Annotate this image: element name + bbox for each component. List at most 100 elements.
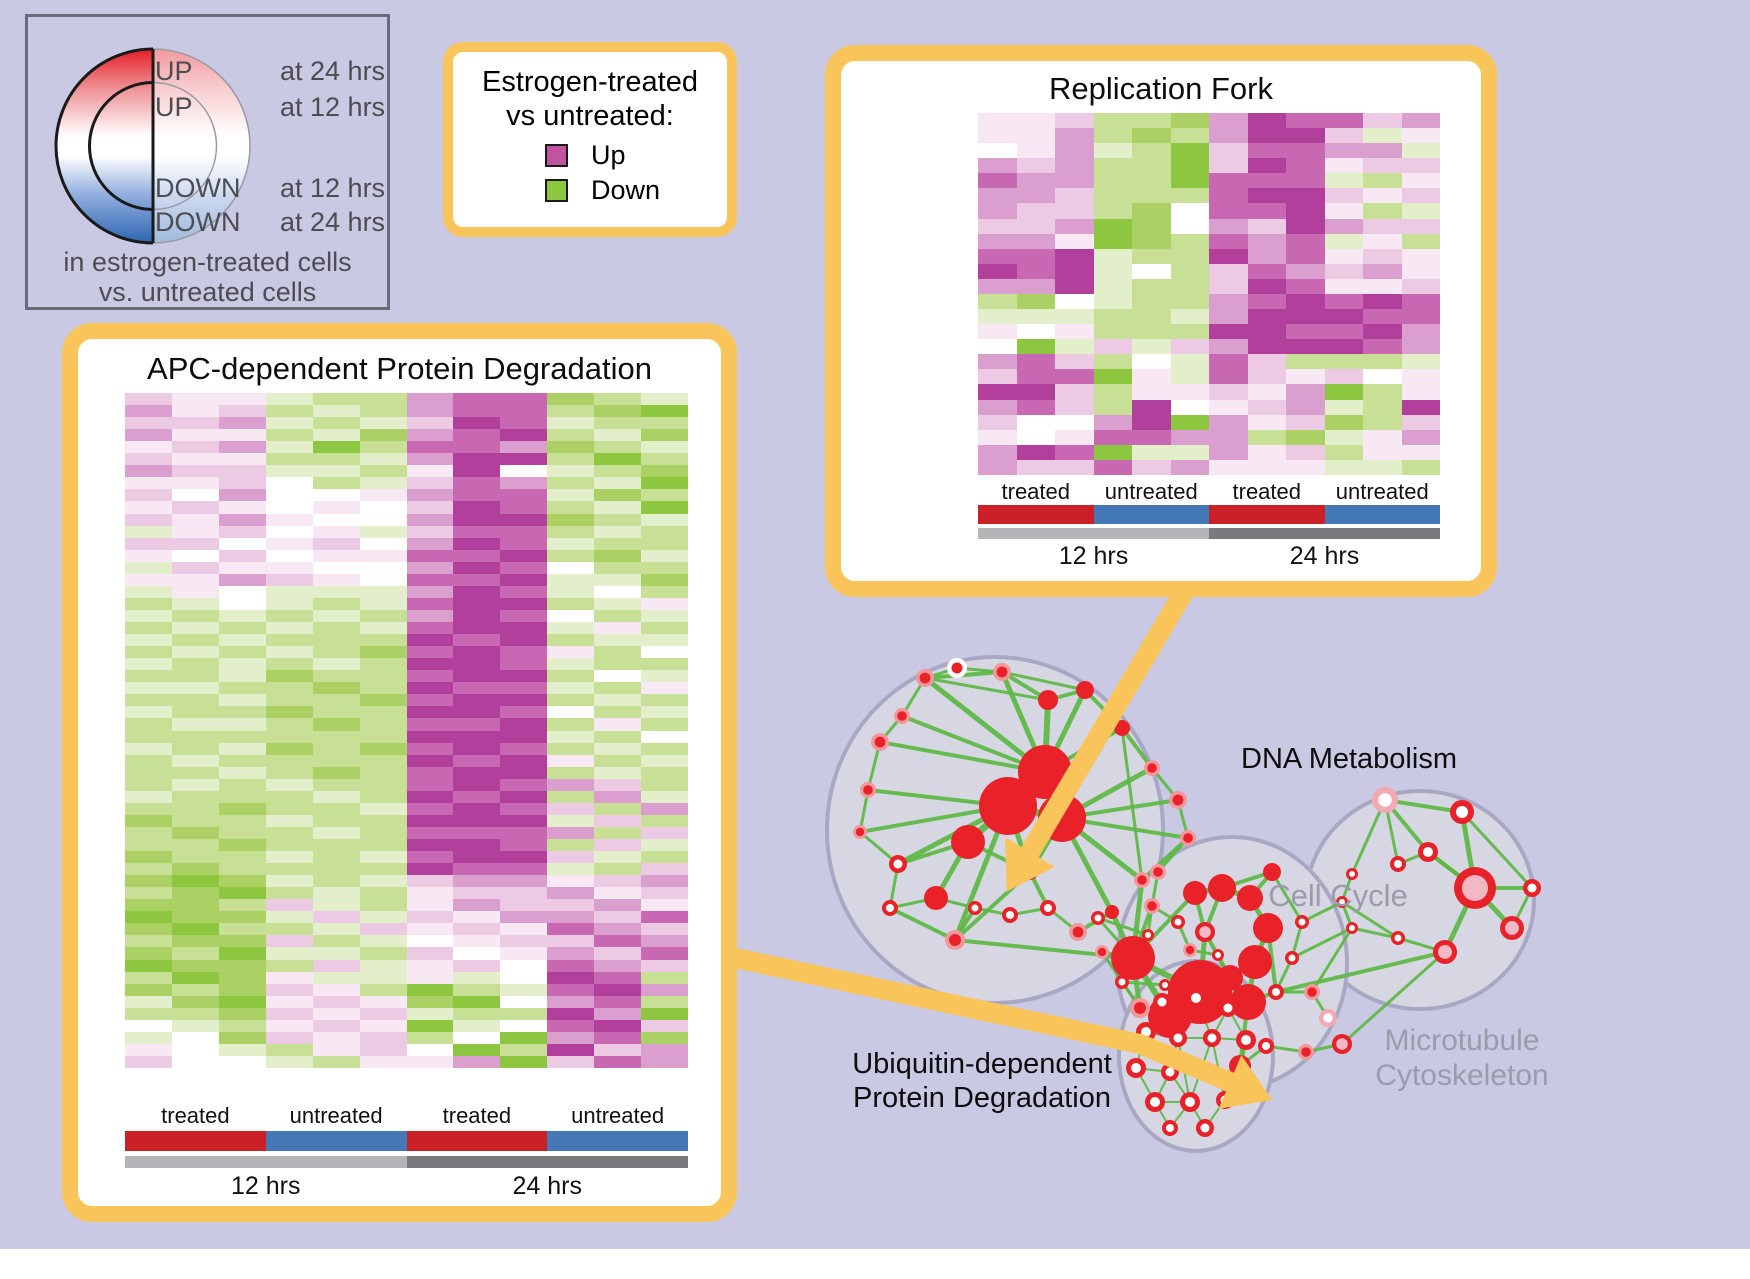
- heatmap-cell: [125, 441, 172, 454]
- heatmap-cell: [500, 851, 548, 864]
- heatmap-cell: [406, 887, 454, 900]
- heatmap-cell: [1209, 278, 1248, 294]
- network-edge: [1169, 1101, 1191, 1129]
- heatmap-cell: [171, 935, 219, 948]
- network-node-u8: [1165, 1067, 1175, 1077]
- heatmap-cell: [1209, 173, 1248, 189]
- network-node-m6: [1349, 925, 1355, 931]
- heatmap-cell: [1324, 309, 1363, 325]
- heatmap-cell: [594, 441, 642, 454]
- heatmap-cell: [594, 766, 642, 779]
- heatmap-cell: [1401, 429, 1440, 445]
- heatmap-cell: [1324, 143, 1363, 159]
- heatmap-cell: [547, 863, 595, 876]
- heatmap-cell: [641, 670, 688, 683]
- network-edge: [924, 676, 1049, 702]
- heatmap-cell: [359, 863, 407, 876]
- heatmap-cell: [125, 489, 172, 502]
- network-node-d17: [853, 825, 867, 839]
- heatmap-cell: [171, 393, 219, 406]
- network-node-u6: [1241, 1035, 1251, 1045]
- network-node-u7: [1126, 1058, 1146, 1078]
- heatmap-cell: [547, 983, 595, 996]
- heatmap-cell: [594, 573, 642, 586]
- heatmap-cell: [1016, 263, 1055, 279]
- heatmap-cell: [1363, 399, 1402, 415]
- heatmap-cell: [641, 1031, 688, 1044]
- heatmap-cell: [171, 1055, 219, 1068]
- heatmap-cell: [218, 622, 266, 635]
- heatmap-cell: [500, 501, 548, 514]
- heatmap-cell: [359, 826, 407, 839]
- heatmap-cell: [1093, 369, 1132, 385]
- network-node-d25: [1026, 868, 1034, 876]
- network-edge: [1007, 802, 1063, 822]
- heatmap-cell: [125, 670, 172, 683]
- heatmap-cell: [978, 173, 1017, 189]
- heatmap-cell: [1093, 459, 1132, 475]
- network-edge: [1001, 670, 1086, 692]
- heatmap-cell: [1286, 414, 1325, 430]
- heatmap-cell: [359, 622, 407, 635]
- updown-donut-icon: [54, 47, 251, 245]
- heatmap-cell: [1055, 248, 1094, 264]
- heatmap-cell: [641, 778, 688, 791]
- heatmap-cell: [406, 911, 454, 924]
- heatmap-cell: [1324, 113, 1363, 129]
- network-edge: [924, 670, 1003, 680]
- network-edge: [1169, 1037, 1179, 1073]
- heatmap-cell: [312, 429, 360, 442]
- network-edge: [1291, 926, 1353, 960]
- heatmap-cell: [500, 959, 548, 972]
- heatmap-cell: [453, 1007, 501, 1020]
- heatmap-cell: [594, 549, 642, 562]
- heatmap-cell: [547, 875, 595, 888]
- heatmap-cell: [171, 923, 219, 936]
- heatmap-cell: [594, 501, 642, 514]
- heatmap-cell: [218, 1031, 266, 1044]
- network-edge: [1121, 980, 1166, 987]
- heatmap-cell: [641, 814, 688, 827]
- heatmap-cell: [312, 453, 360, 466]
- heatmap-cell: [1093, 444, 1132, 460]
- heatmap-cell: [453, 983, 501, 996]
- dna-metabolism-label: DNA Metabolism: [1241, 743, 1457, 775]
- heatmap-cell: [218, 597, 266, 610]
- heatmap-cell: [359, 838, 407, 852]
- network-edge: [1195, 997, 1229, 1009]
- heatmap-cell: [265, 513, 313, 526]
- heatmap-cell: [594, 718, 642, 731]
- network-edge: [1000, 670, 1050, 702]
- heatmap-cell: [265, 778, 313, 791]
- heatmap-cell: [453, 682, 501, 695]
- heatmap-cell: [594, 971, 642, 984]
- network-edge: [1076, 910, 1114, 934]
- network-edge: [1156, 837, 1190, 873]
- network-edge: [1176, 921, 1192, 951]
- heatmap-cell: [594, 453, 642, 466]
- network-node-c17: [1134, 1002, 1146, 1014]
- heatmap-cell: [265, 766, 313, 779]
- heatmap-cell: [1324, 248, 1363, 264]
- heatmap-cell: [547, 947, 595, 960]
- heatmap-cell: [1209, 233, 1248, 249]
- heatmap-cell: [1132, 263, 1171, 279]
- heatmap-cell: [218, 730, 266, 743]
- heatmap-cell: [1286, 399, 1325, 415]
- heatmap-cell: [312, 730, 360, 743]
- network-edge: [1189, 948, 1219, 957]
- heatmap-cell: [359, 995, 407, 1008]
- heatmap-cell: [171, 742, 219, 755]
- network-edge: [889, 896, 937, 910]
- heatmap-cell: [1093, 233, 1132, 249]
- heatmap-cell: [1286, 188, 1325, 204]
- network-edge: [1154, 1071, 1171, 1103]
- heatmap-cell: [594, 959, 642, 972]
- heatmap-cell: [594, 465, 642, 478]
- heatmap-cell: [1401, 188, 1440, 204]
- heatmap-cell: [1093, 309, 1132, 325]
- heatmap-cell: [547, 718, 595, 731]
- heatmap-cell: [594, 995, 642, 1008]
- heatmap-cell: [218, 682, 266, 695]
